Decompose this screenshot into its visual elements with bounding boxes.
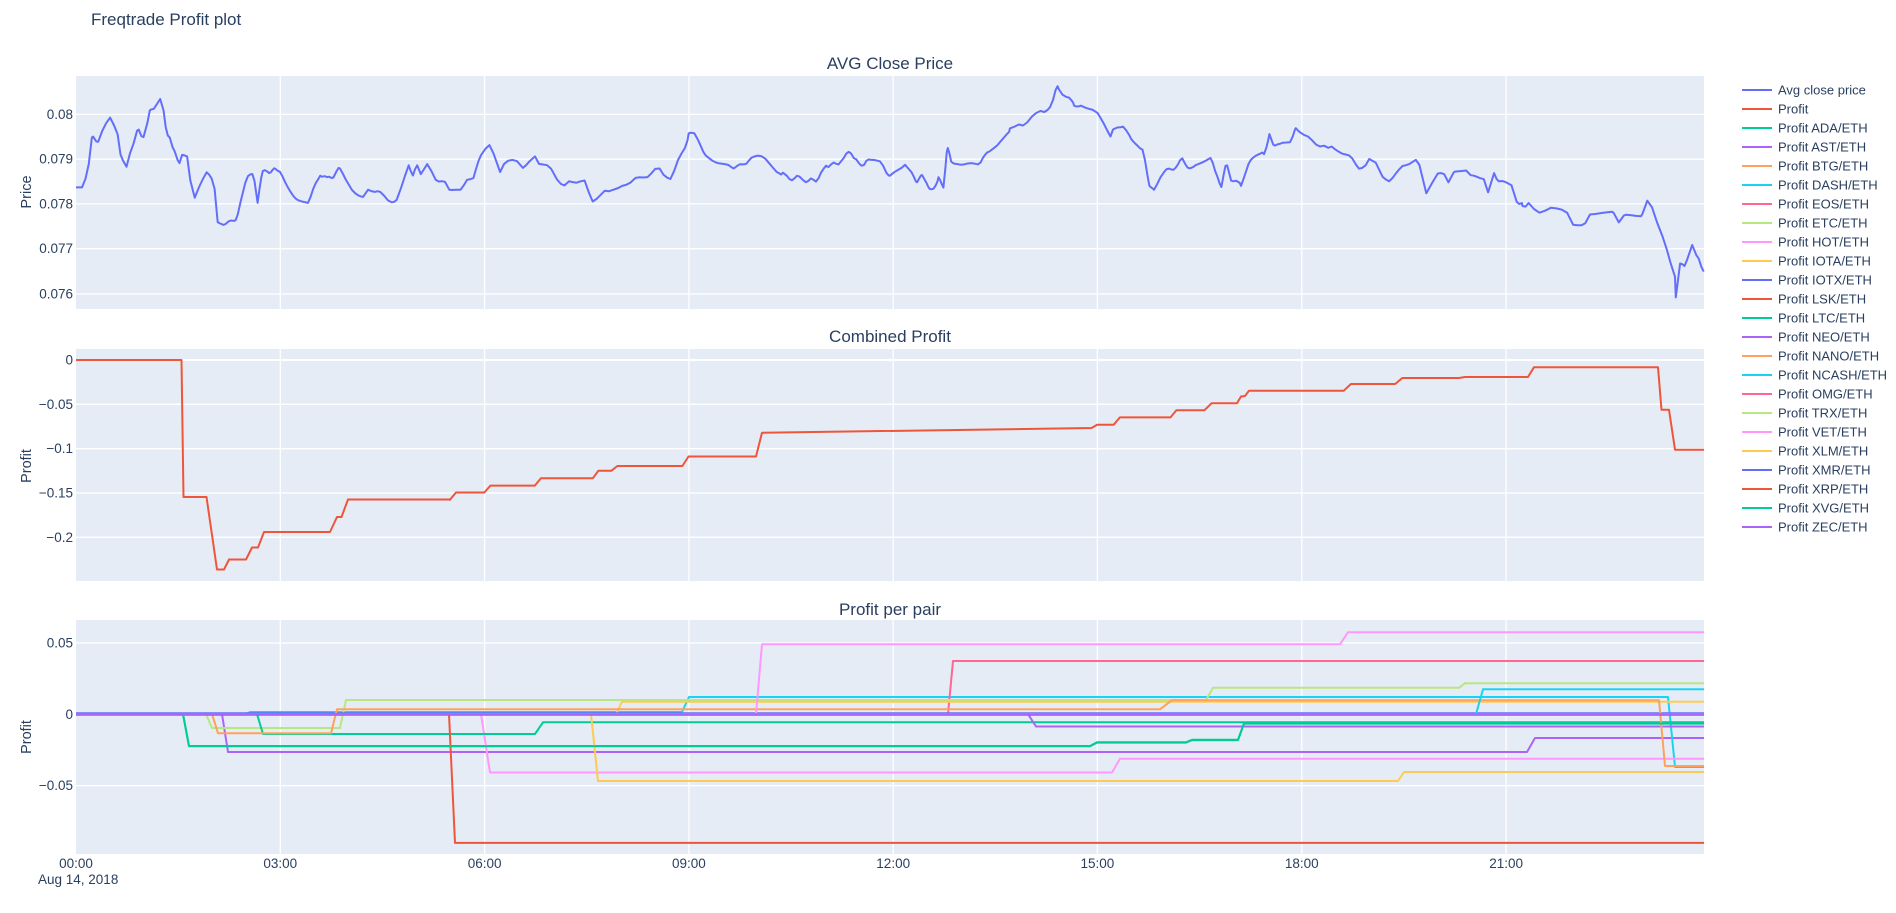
svg-text:09:00: 09:00 (672, 856, 706, 871)
svg-text:Profit IOTA/ETH: Profit IOTA/ETH (1778, 254, 1871, 269)
svg-text:AVG Close Price: AVG Close Price (827, 54, 953, 73)
svg-text:00:00: 00:00 (59, 856, 93, 871)
svg-text:0.076: 0.076 (39, 287, 73, 302)
svg-text:Profit per pair: Profit per pair (839, 600, 941, 619)
svg-text:03:00: 03:00 (263, 856, 297, 871)
svg-text:−0.05: −0.05 (39, 778, 73, 793)
svg-text:Profit LTC/ETH: Profit LTC/ETH (1778, 311, 1865, 326)
svg-text:0.079: 0.079 (39, 152, 73, 167)
svg-text:Profit XRP/ETH: Profit XRP/ETH (1778, 482, 1868, 497)
svg-text:15:00: 15:00 (1081, 856, 1115, 871)
svg-text:Profit XMR/ETH: Profit XMR/ETH (1778, 463, 1870, 478)
svg-text:Profit VET/ETH: Profit VET/ETH (1778, 425, 1867, 440)
svg-text:12:00: 12:00 (876, 856, 910, 871)
svg-text:−0.1: −0.1 (46, 441, 73, 456)
svg-text:Profit BTG/ETH: Profit BTG/ETH (1778, 159, 1868, 174)
svg-text:Profit DASH/ETH: Profit DASH/ETH (1778, 178, 1878, 193)
svg-text:21:00: 21:00 (1489, 856, 1523, 871)
svg-text:Profit: Profit (1778, 102, 1809, 117)
svg-text:Profit TRX/ETH: Profit TRX/ETH (1778, 406, 1867, 421)
svg-text:0.077: 0.077 (39, 241, 73, 256)
svg-text:Profit EOS/ETH: Profit EOS/ETH (1778, 197, 1869, 212)
svg-text:Profit: Profit (19, 449, 35, 483)
svg-text:Profit ADA/ETH: Profit ADA/ETH (1778, 121, 1868, 136)
svg-text:Profit HOT/ETH: Profit HOT/ETH (1778, 235, 1869, 250)
svg-text:Profit AST/ETH: Profit AST/ETH (1778, 140, 1866, 155)
svg-text:Profit ZEC/ETH: Profit ZEC/ETH (1778, 520, 1868, 535)
svg-text:Combined Profit: Combined Profit (829, 327, 951, 346)
svg-text:Freqtrade Profit plot: Freqtrade Profit plot (91, 10, 242, 29)
svg-text:0.078: 0.078 (39, 196, 73, 211)
svg-text:−0.05: −0.05 (39, 397, 73, 412)
svg-text:0: 0 (65, 353, 73, 368)
svg-text:18:00: 18:00 (1285, 856, 1319, 871)
svg-text:Profit NCASH/ETH: Profit NCASH/ETH (1778, 368, 1887, 383)
svg-text:0.08: 0.08 (47, 107, 73, 122)
svg-text:Profit OMG/ETH: Profit OMG/ETH (1778, 387, 1873, 402)
svg-text:Profit IOTX/ETH: Profit IOTX/ETH (1778, 273, 1872, 288)
svg-text:0.05: 0.05 (47, 636, 73, 651)
svg-text:0: 0 (65, 707, 73, 722)
svg-text:Profit: Profit (19, 720, 35, 754)
svg-text:−0.15: −0.15 (39, 486, 73, 501)
svg-text:06:00: 06:00 (468, 856, 502, 871)
svg-text:Profit NEO/ETH: Profit NEO/ETH (1778, 330, 1870, 345)
svg-text:Price: Price (19, 175, 35, 208)
svg-text:Profit LSK/ETH: Profit LSK/ETH (1778, 292, 1866, 307)
svg-text:Profit NANO/ETH: Profit NANO/ETH (1778, 349, 1879, 364)
svg-text:Profit XVG/ETH: Profit XVG/ETH (1778, 501, 1869, 516)
svg-text:Profit ETC/ETH: Profit ETC/ETH (1778, 216, 1868, 231)
svg-text:Profit XLM/ETH: Profit XLM/ETH (1778, 444, 1868, 459)
svg-text:−0.2: −0.2 (46, 530, 73, 545)
svg-text:Avg close price: Avg close price (1778, 83, 1866, 98)
svg-text:Aug 14, 2018: Aug 14, 2018 (38, 872, 118, 887)
